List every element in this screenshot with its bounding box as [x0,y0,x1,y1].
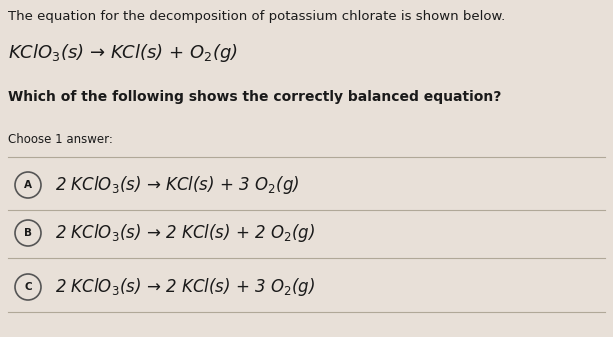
Text: B: B [24,228,32,238]
Text: Choose 1 answer:: Choose 1 answer: [8,133,113,146]
Text: 2 KClO$_3$(s) → 2 KCl(s) + 2 O$_2$(g): 2 KClO$_3$(s) → 2 KCl(s) + 2 O$_2$(g) [55,222,315,244]
Text: Which of the following shows the correctly balanced equation?: Which of the following shows the correct… [8,90,501,104]
Text: A: A [24,180,32,190]
Text: 2 KClO$_3$(s) → KCl(s) + 3 O$_2$(g): 2 KClO$_3$(s) → KCl(s) + 3 O$_2$(g) [55,174,299,196]
Text: C: C [24,282,32,292]
Text: 2 KClO$_3$(s) → 2 KCl(s) + 3 O$_2$(g): 2 KClO$_3$(s) → 2 KCl(s) + 3 O$_2$(g) [55,276,315,298]
Text: The equation for the decomposition of potassium chlorate is shown below.: The equation for the decomposition of po… [8,10,505,23]
Text: KClO$_3$(s) → KCl(s) + O$_2$(g): KClO$_3$(s) → KCl(s) + O$_2$(g) [8,42,238,64]
